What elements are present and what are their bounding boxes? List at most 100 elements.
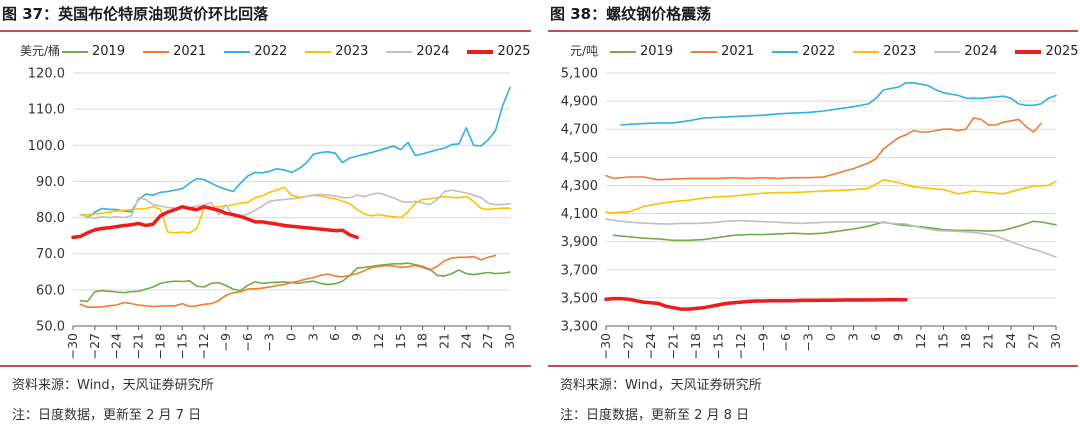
x-tick-label: −6 [778,333,793,351]
x-tick-label: −30 [598,333,613,359]
y-tick-label: 100.0 [28,139,65,154]
note-text: 注：日度数据，更新至 2 月 8 日 [560,408,750,423]
series-line-2019 [79,262,511,303]
legend-item-2023: 2023 [853,44,916,59]
legend-item-2025: 2025 [467,44,531,59]
figure-title: 图 38：螺纹钢价格震荡 [550,5,712,23]
y-tick-label: 4,900 [561,95,598,110]
x-tick-label: −9 [756,333,771,351]
series-line-2019 [612,220,1057,242]
legend-item-2022: 2022 [224,44,287,59]
title-rule [0,30,531,32]
x-tick-label: −12 [196,333,211,359]
y-axis-unit: 美元/桶 [20,44,61,58]
x-tick-label: −15 [174,333,189,359]
x-tick-label: −3 [262,333,277,351]
y-tick-label: 60.0 [36,283,65,298]
x-tick-label: 0 [823,333,838,341]
series-line-2022 [620,81,1057,126]
x-tick-label: 3 [305,333,320,341]
chart-panel-rebar: 图 38：螺纹钢价格震荡 元/吨 2019 2021 2022 2023 202… [548,0,1080,428]
y-tick-label: 3,300 [561,320,598,335]
y-tick-label: 4,100 [561,207,598,222]
x-tick-label: 9 [891,333,906,341]
line-chart-rebar: 3,300 3,500 3,700 3,900 4,100 4,300 4,500 4,700… [561,67,1063,360]
note-text: 注：日度数据，更新至 2 月 7 日 [12,408,202,423]
x-tick-label: 12 [913,333,928,349]
y-tick-label: 50.0 [36,320,65,335]
legend-item-2019: 2019 [62,44,125,59]
y-tick-label: 4,700 [561,123,598,138]
source-rule [548,365,1078,367]
series-line-2021 [79,254,497,309]
series-line-2021 [605,117,1042,181]
y-tick-label: 5,100 [561,67,598,82]
series-line-2025 [604,296,908,311]
y-tick-label: 3,700 [561,263,598,278]
legend-item-2021: 2021 [691,44,754,59]
source-text: 资料来源：Wind，天风证券研究所 [12,378,214,393]
x-tick-label: 15 [393,333,408,349]
x-tick-label: −21 [131,333,146,359]
x-tick-label: −9 [218,333,233,351]
x-tick-label: −18 [152,333,167,359]
series-line-2024 [605,218,1057,258]
y-tick-label: 4,300 [561,179,598,194]
x-tick-label: 15 [936,333,951,349]
source-text: 资料来源：Wind，天风证券研究所 [560,378,762,393]
series-line-2025 [71,204,359,240]
legend: 2019 2021 2022 2023 2024 2025 [610,44,1080,59]
y-tick-label: 120.0 [28,67,65,82]
legend-item-2024: 2024 [934,44,997,59]
x-tick-label: −15 [711,333,726,359]
x-tick-label: −24 [109,333,124,359]
x-tick-label: 3 [846,333,861,341]
x-tick-label: 24 [458,333,473,349]
series-line-2024 [79,189,511,220]
x-tick-label: 24 [1003,333,1018,349]
y-tick-label: 70.0 [36,247,65,262]
y-tick-label: 110.0 [28,103,65,118]
x-tick-label: 6 [327,333,342,341]
x-tick-label: 21 [436,333,451,349]
x-tick-label: −30 [65,333,80,359]
x-tick-label: 30 [502,333,517,349]
x-tick-label: −3 [801,333,816,351]
y-tick-label: 4,500 [561,151,598,166]
x-tick-label: −12 [733,333,748,359]
series-line-2022 [86,86,511,219]
figure-title: 图 37：英国布伦特原油现货价环比回落 [2,5,269,23]
x-tick-label: 30 [1048,333,1063,349]
x-tick-label: 12 [371,333,386,349]
y-axis-unit: 元/吨 [570,44,599,58]
x-tick-label: 0 [284,333,299,341]
x-tick-label: −18 [688,333,703,359]
legend-item-2023: 2023 [305,44,368,59]
legend-item-2025: 2025 [1015,44,1079,59]
y-tick-label: 90.0 [36,175,65,190]
series-line-2023 [605,179,1057,214]
legend-item-2024: 2024 [386,44,449,59]
x-tick-label: 21 [981,333,996,349]
x-tick-label: −21 [666,333,681,359]
legend: 2019 2021 2022 2023 2024 2025 [62,44,549,59]
title-rule [548,30,1078,32]
legend-item-2021: 2021 [143,44,206,59]
x-tick-label: −27 [87,333,102,359]
legend-item-2019: 2019 [610,44,673,59]
y-tick-label: 80.0 [36,211,65,226]
x-tick-label: 6 [868,333,883,341]
x-tick-label: 27 [480,333,495,349]
chart-panel-brent: 图 37：英国布伦特原油现货价环比回落 美元/桶 2019 2021 2022 … [0,0,533,428]
legend-item-2022: 2022 [772,44,835,59]
x-tick-label: 27 [1026,333,1041,349]
x-tick-label: −27 [621,333,636,359]
x-tick-label: −6 [240,333,255,351]
x-tick-label: 18 [415,333,430,349]
x-tick-label: −24 [643,333,658,359]
x-tick-label: 9 [349,333,364,341]
y-tick-label: 3,500 [561,291,598,306]
x-tick-label: 18 [958,333,973,349]
y-tick-label: 3,900 [561,235,598,250]
